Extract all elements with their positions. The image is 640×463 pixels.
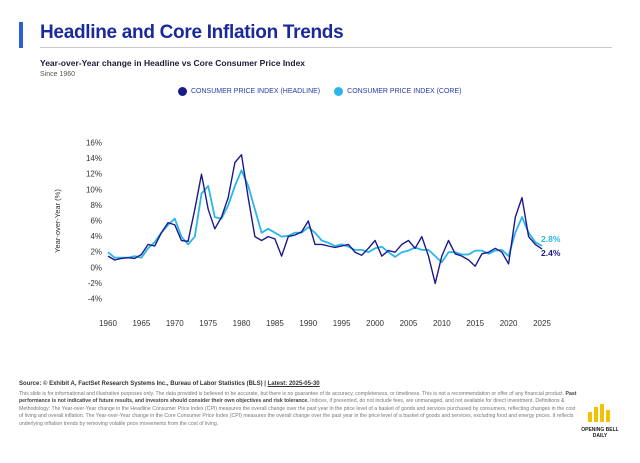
x-tick-label: 2025 <box>533 319 551 328</box>
y-tick-label: 8% <box>90 201 102 210</box>
y-tick-label: 2% <box>90 248 102 257</box>
source-line: Source: © Exhibit A, FactSet Research Sy… <box>19 381 579 389</box>
y-axis-label: Year-over-Year (%) <box>53 189 62 253</box>
core-series-line <box>107 169 543 264</box>
brand-logo: OPENING BELL DAILY <box>578 404 622 439</box>
x-tick-label: 1985 <box>266 319 284 328</box>
legend-core-swatch <box>334 87 344 96</box>
x-tick-label: 2005 <box>400 319 418 328</box>
logo-line-1: OPENING BELL <box>581 427 619 433</box>
x-tick-label: 1965 <box>132 319 150 328</box>
x-tick-label: 1960 <box>99 319 117 328</box>
core-end-label: 2.8% <box>541 234 561 244</box>
disclaimer-part-1: This slide is for informational and illu… <box>19 390 566 397</box>
x-tick-label: 1980 <box>233 319 251 328</box>
disclaimer-bold: Past performance is not indicative of fu… <box>19 390 577 405</box>
disclaimer-part-2: Indices, if presented, do not include fe… <box>19 398 576 427</box>
chart-since-note: Since 1960 <box>40 71 76 78</box>
y-tick-label: 10% <box>86 185 102 194</box>
x-tick-label: 2015 <box>466 319 484 328</box>
y-tick-label: 12% <box>86 170 102 179</box>
title-accent-bar <box>19 22 23 48</box>
y-tick-label: -4% <box>88 295 102 304</box>
x-tick-label: 1990 <box>299 319 317 328</box>
title-divider <box>40 47 612 48</box>
y-tick-label: 14% <box>86 154 102 163</box>
x-tick-label: 2010 <box>433 319 451 328</box>
headline-end-label: 2.4% <box>541 248 561 258</box>
legend-item-headline: CONSUMER PRICE INDEX (HEADLINE) <box>178 87 320 96</box>
chart-legend: CONSUMER PRICE INDEX (HEADLINE) CONSUMER… <box>178 87 461 96</box>
legend-headline-swatch <box>178 87 187 96</box>
bell-bars-icon <box>588 404 610 422</box>
logo-line-2: DAILY <box>592 433 608 439</box>
source-latest-date: Latest: 2025-05-30 <box>267 381 320 387</box>
y-tick-label: 6% <box>90 217 102 226</box>
legend-item-core: CONSUMER PRICE INDEX (CORE) <box>334 87 461 96</box>
footer: Source: © Exhibit A, FactSet Research Sy… <box>19 381 579 429</box>
x-tick-label: 1995 <box>333 319 351 328</box>
legend-headline-label: CONSUMER PRICE INDEX (HEADLINE) <box>191 88 321 95</box>
headline-series-line <box>107 153 543 285</box>
page-title: Headline and Core Inflation Trends <box>40 22 344 43</box>
y-tick-label: -2% <box>88 279 102 288</box>
inflation-line-chart: 16% 14% 12% 10% 8% 6% 4% 2% 0% -2% -4% 1960 1965 1970… <box>53 139 561 329</box>
chart-subtitle: Year-over-Year change in Headline vs Cor… <box>40 58 306 68</box>
y-tick-label: 16% <box>86 139 102 148</box>
source-text: Source: © Exhibit A, FactSet Research Sy… <box>19 381 268 387</box>
x-tick-label: 2000 <box>366 319 384 328</box>
disclaimer: This slide is for informational and illu… <box>19 391 579 429</box>
y-tick-label: 0% <box>90 263 102 272</box>
x-tick-label: 1975 <box>199 319 217 328</box>
x-tick-label: 2020 <box>500 319 518 328</box>
x-tick-label: 1970 <box>166 319 184 328</box>
y-tick-label: 4% <box>90 232 102 241</box>
legend-core-label: CONSUMER PRICE INDEX (CORE) <box>347 88 462 95</box>
